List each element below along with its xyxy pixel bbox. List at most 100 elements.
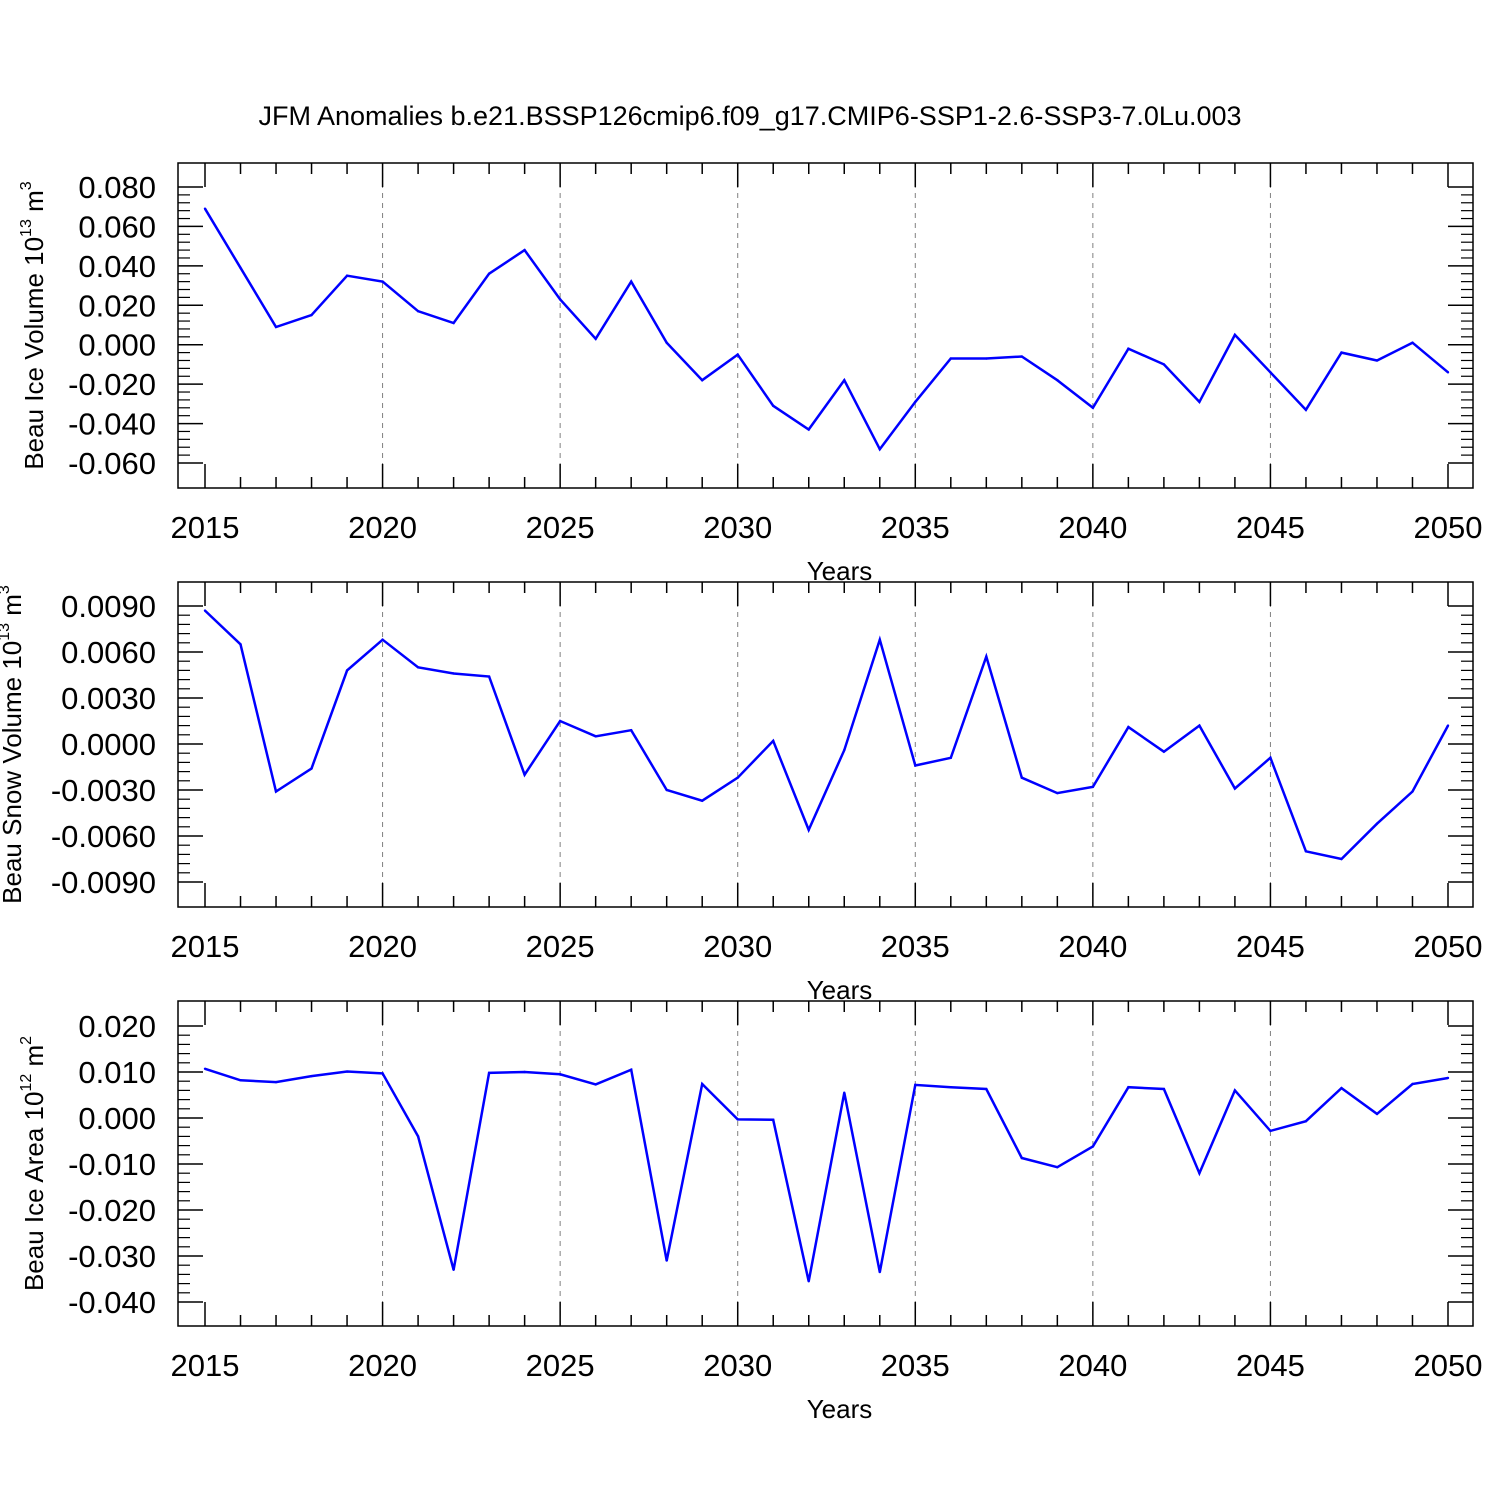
data-point — [878, 448, 881, 451]
data-point — [985, 1087, 988, 1091]
y-tick-label: 0.0000 — [61, 727, 156, 762]
data-point — [203, 1067, 207, 1070]
series-line — [204, 609, 1450, 861]
data-point — [1375, 822, 1379, 825]
y-tick-label: 0.020 — [78, 288, 156, 323]
x-tick-label: 2020 — [348, 1348, 417, 1383]
data-point — [1340, 1086, 1343, 1090]
plot-frame — [177, 162, 1474, 489]
data-point — [1198, 400, 1201, 404]
data-point — [1162, 750, 1166, 753]
data-point — [345, 274, 349, 277]
data-point — [1269, 756, 1272, 759]
panel-2: 2015 2020 2025 2030 2035 2040 2045 2050 0.0090 0.… — [0, 581, 1483, 1005]
data-point — [1304, 408, 1308, 411]
x-tick-label: 2025 — [526, 1348, 595, 1383]
x-axis-title: Years — [807, 1394, 873, 1424]
data-point — [558, 1073, 562, 1076]
data-point — [807, 1280, 810, 1283]
data-point — [203, 609, 207, 612]
data-point — [523, 248, 526, 252]
data-point — [1304, 850, 1308, 853]
data-point — [1375, 359, 1379, 362]
figure-title: JFM Anomalies b.e21.BSSP126cmip6.f09_g17… — [258, 101, 1241, 131]
data-point — [239, 1079, 242, 1082]
data-point — [381, 638, 384, 641]
data-point — [843, 748, 846, 752]
y-tick-label: 0.010 — [78, 1055, 156, 1090]
y-axis-title-superscript: 3 — [0, 585, 13, 594]
data-point — [629, 729, 633, 732]
data-point — [878, 638, 881, 641]
series-line — [203, 208, 1449, 452]
y-tick-label: 0.000 — [78, 328, 156, 363]
data-point — [1304, 1120, 1308, 1123]
data-point — [416, 310, 420, 313]
x-tick-label: 2045 — [1236, 1348, 1305, 1383]
data-point — [1446, 371, 1450, 374]
data-point — [807, 828, 810, 832]
data-point — [843, 1091, 846, 1094]
y-tick-label: -0.020 — [68, 367, 156, 402]
data-point — [736, 776, 739, 779]
x-tick-label: 2020 — [348, 929, 417, 964]
y-tick-label: 0.0090 — [61, 589, 156, 624]
y-tick-label: -0.0090 — [51, 865, 156, 900]
data-point — [416, 1135, 420, 1138]
x-tick-label: 2050 — [1414, 929, 1483, 964]
x-tick-label: 2045 — [1236, 510, 1305, 545]
data-point — [736, 1118, 739, 1121]
y-tick-label: 0.040 — [78, 249, 156, 284]
data-point — [239, 643, 242, 646]
data-point — [736, 353, 739, 356]
y-axis-title-part: Beau Ice Volume 10 — [19, 237, 49, 470]
data-point — [1411, 341, 1414, 344]
y-axis-title-superscript: 13 — [18, 219, 35, 237]
y-tick-label: 0.0030 — [61, 681, 156, 716]
data-point — [1056, 379, 1059, 382]
y-axis-title-part: m — [0, 594, 27, 623]
x-tick-label: 2025 — [526, 510, 595, 545]
x-tick-label: 2030 — [703, 929, 772, 964]
data-point — [310, 313, 313, 317]
data-point — [487, 272, 491, 275]
data-point — [1375, 1112, 1379, 1116]
data-point — [772, 739, 775, 743]
data-point — [558, 719, 562, 723]
data-point — [1091, 406, 1095, 409]
data-point — [1127, 725, 1130, 729]
plot-frame — [177, 1000, 1474, 1327]
y-tick-label: -0.010 — [68, 1147, 156, 1182]
data-point — [985, 655, 988, 658]
panel-3: 2015 2020 2025 2030 2035 2040 2045 2050 0.020 0.0… — [18, 1000, 1482, 1424]
x-tick-label: 2030 — [703, 1348, 772, 1383]
data-point — [310, 1074, 313, 1078]
data-point — [1056, 791, 1059, 795]
y-axis-title-part: Beau Ice Area 10 — [19, 1092, 49, 1291]
data-point — [523, 1070, 526, 1074]
data-point — [1411, 790, 1414, 793]
y-axis-title: Beau Ice Volume 1013 m3 — [18, 181, 49, 469]
x-tick-label: 2035 — [881, 1348, 950, 1383]
y-axis-title: Beau Snow Volume 1013 m3 — [0, 585, 27, 904]
data-point — [1233, 787, 1237, 790]
data-point — [949, 1085, 952, 1089]
x-tick-label: 2045 — [1236, 929, 1305, 964]
y-axis-title-superscript: 3 — [18, 181, 35, 190]
y-tick-label: 0.0060 — [61, 635, 156, 670]
data-point — [1233, 333, 1237, 337]
data-point — [1340, 857, 1343, 861]
y-tick-label: -0.040 — [68, 407, 156, 442]
data-point — [949, 756, 952, 759]
data-point — [203, 207, 207, 210]
data-point — [701, 1082, 704, 1086]
y-axis-title-superscript: 2 — [18, 1036, 35, 1045]
y-tick-label: -0.020 — [68, 1193, 156, 1228]
y-tick-label: -0.040 — [68, 1285, 156, 1320]
data-point — [416, 666, 420, 669]
data-point — [701, 799, 704, 802]
series-line — [204, 1067, 1449, 1282]
x-tick-label: 2035 — [881, 929, 950, 964]
